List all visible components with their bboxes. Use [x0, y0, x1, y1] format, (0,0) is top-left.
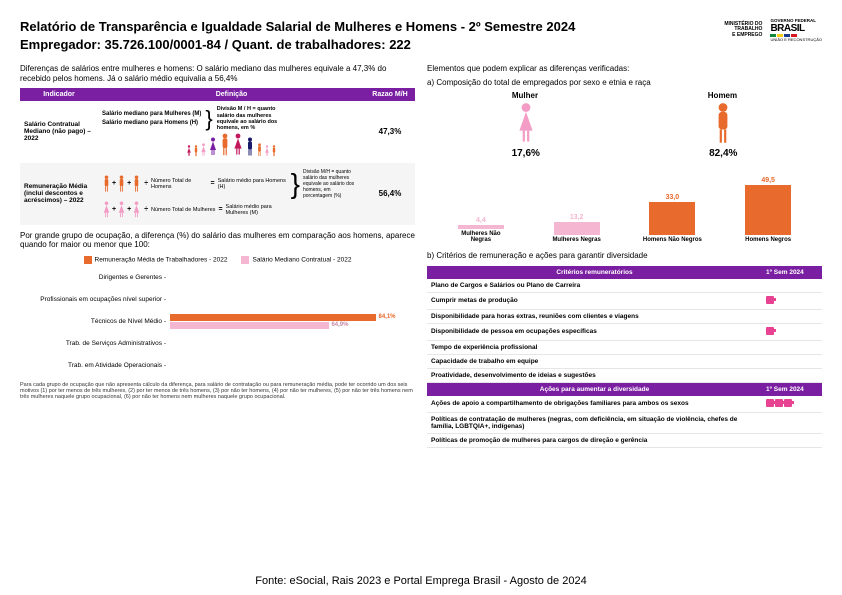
occ-row: Dirigentes e Gerentes -: [20, 270, 415, 286]
row2-razao: 56,4%: [365, 163, 415, 225]
flag-icon: [766, 399, 774, 407]
brasil-logo: GOVERNO FEDERAL BRASIL UNIÃO E RECONSTRU…: [770, 18, 822, 42]
race-bar: 4,4Mulheres Não Negras: [451, 217, 511, 243]
flag-icon: [775, 399, 783, 407]
crit-row: Proatividade, desenvolvimento de ideias …: [427, 368, 822, 382]
crit-title: b) Critérios de remuneração e ações para…: [427, 251, 822, 260]
occ-row: Técnicos de Nível Médio -84,1%64,9%: [20, 314, 415, 330]
gender-labels: Mulher Homem: [427, 91, 822, 100]
gender-percentages: 17,6% 82,4%: [427, 148, 822, 159]
criteria-table: Critérios remuneratórios 1º Sem 2024 Pla…: [427, 266, 822, 448]
right-intro: Elementos que podem explicar as diferenç…: [427, 64, 822, 74]
crit-row: Disponibilidade de pessoa em ocupações e…: [427, 323, 822, 340]
crit-row: Tempo de experiência profissional: [427, 340, 822, 354]
man-icon: [710, 102, 736, 146]
flag-icon: [766, 296, 774, 304]
th-indicador: Indicador: [20, 88, 98, 101]
row1-razao: 47,3%: [365, 101, 415, 163]
flag-icon: [766, 327, 774, 335]
race-bar: 49,5Homens Negros: [738, 177, 798, 243]
people-icons-row1: [102, 133, 361, 157]
header-title: Relatório de Transparência e Igualdade S…: [20, 18, 575, 54]
header: Relatório de Transparência e Igualdade S…: [20, 18, 822, 54]
occ-row: Profissionais em ocupações nível superio…: [20, 292, 415, 308]
occ-legend: Remuneração Média de Trabalhadores - 202…: [20, 256, 415, 264]
crit-row: Cumprir metas de produção: [427, 292, 822, 309]
row2-definicao: ++ ÷ Número Total de Homens = Salário mé…: [98, 163, 365, 225]
comp-title: a) Composição do total de empregados por…: [427, 78, 822, 87]
crit-row: Políticas de promoção de mulheres para c…: [427, 433, 822, 447]
crit-row: Disponibilidade para horas extras, reuni…: [427, 309, 822, 323]
header-logos: MINISTÉRIO DO TRABALHO E EMPREGO GOVERNO…: [724, 18, 822, 42]
crit-row: Ações de apoio a compartilhamento de obr…: [427, 396, 822, 413]
race-bar: 13,2Mulheres Negras: [547, 214, 607, 243]
left-intro: Diferenças de salários entre mulheres e …: [20, 64, 415, 83]
definitions-table: Indicador Definição Razao M/H Salário Co…: [20, 88, 415, 225]
race-chart: 4,4Mulheres Não Negras 13,2Mulheres Negra…: [427, 165, 822, 243]
footnote: Para cada grupo de ocupação que não apre…: [20, 382, 415, 400]
th-definicao: Definição: [98, 88, 365, 101]
row1-definicao: Salário mediano para Mulheres (M) Salári…: [98, 101, 365, 163]
row1-indicator: Salário Contratual Mediano (não pago) – …: [20, 101, 98, 163]
gender-icons: [427, 102, 822, 146]
race-bar: 33,0Homens Não Negros: [642, 194, 702, 243]
occ-intro: Por grande grupo de ocupação, a diferenç…: [20, 231, 415, 250]
occupation-chart: Remuneração Média de Trabalhadores - 202…: [20, 256, 415, 374]
occ-row: Trab. em Atividade Operacionais -: [20, 358, 415, 374]
woman-icon: [513, 102, 539, 146]
crit-row: Capacidade de trabalho em equipe: [427, 354, 822, 368]
th-razao: Razao M/H: [365, 88, 415, 101]
crit-row: Plano de Cargos e Salários ou Plano de C…: [427, 279, 822, 293]
title-line2: Empregador: 35.726.100/0001-84 / Quant. …: [20, 36, 575, 54]
ministry-logo: MINISTÉRIO DO TRABALHO E EMPREGO: [724, 22, 762, 39]
left-column: Diferenças de salários entre mulheres e …: [20, 64, 415, 448]
title-line1: Relatório de Transparência e Igualdade S…: [20, 18, 575, 36]
row2-indicator: Remuneração Média (inclui descontos e ac…: [20, 163, 98, 225]
flag-icon: [784, 399, 792, 407]
right-column: Elementos que podem explicar as diferenç…: [427, 64, 822, 448]
crit-row: Políticas de contratação de mulheres (ne…: [427, 412, 822, 433]
source-line: Fonte: eSocial, Rais 2023 e Portal Empre…: [0, 575, 842, 587]
occ-row: Trab. de Serviços Administrativos -: [20, 336, 415, 352]
